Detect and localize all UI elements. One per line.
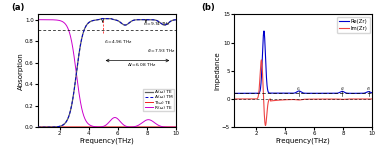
Text: $f_3$=9.74 THz: $f_3$=9.74 THz xyxy=(143,20,172,28)
Im(Zr) xyxy=(251,98,256,100)
Im(Zr) xyxy=(263,124,268,126)
Y-axis label: Absorption: Absorption xyxy=(17,52,23,90)
Line: Im(Zr): Im(Zr) xyxy=(228,60,372,125)
Re(Zr) xyxy=(226,92,231,94)
Line: Re(Zr): Re(Zr) xyxy=(228,31,372,93)
X-axis label: Frequency(THz): Frequency(THz) xyxy=(79,138,134,144)
Im(Zr) xyxy=(352,98,356,100)
Im(Zr) xyxy=(367,98,372,100)
Text: $f_2$=7.93 THz: $f_2$=7.93 THz xyxy=(147,47,176,55)
Im(Zr) xyxy=(242,98,247,100)
Re(Zr) xyxy=(352,92,356,94)
Text: (a): (a) xyxy=(12,3,25,12)
Re(Zr) xyxy=(242,92,247,94)
Text: $f_1$: $f_1$ xyxy=(296,85,302,93)
Re(Zr) xyxy=(281,92,286,94)
Legend: A(ω) TE, A(ω) TM, T(ω) TE, R(ω) TE: A(ω) TE, A(ω) TM, T(ω) TE, R(ω) TE xyxy=(143,89,174,111)
Re(Zr) xyxy=(251,92,256,94)
Re(Zr) xyxy=(370,92,375,94)
Text: $f_1$=4.96 THz: $f_1$=4.96 THz xyxy=(104,38,133,46)
Im(Zr) xyxy=(259,59,264,61)
Legend: Re(Zr), Im(Zr): Re(Zr), Im(Zr) xyxy=(337,17,370,33)
Im(Zr) xyxy=(370,98,375,100)
Y-axis label: Impedance: Impedance xyxy=(214,52,220,90)
Im(Zr) xyxy=(288,99,292,100)
Text: $\Delta f$=6.08 THz: $\Delta f$=6.08 THz xyxy=(127,61,156,68)
Im(Zr) xyxy=(226,98,231,100)
X-axis label: Frequency(THz): Frequency(THz) xyxy=(276,138,331,144)
Text: $f_3$: $f_3$ xyxy=(366,85,371,93)
Im(Zr) xyxy=(281,99,286,101)
Text: (b): (b) xyxy=(201,3,215,12)
Re(Zr) xyxy=(367,91,372,93)
Text: $f_2$: $f_2$ xyxy=(340,85,345,93)
Re(Zr) xyxy=(262,30,266,32)
Re(Zr) xyxy=(288,92,292,94)
